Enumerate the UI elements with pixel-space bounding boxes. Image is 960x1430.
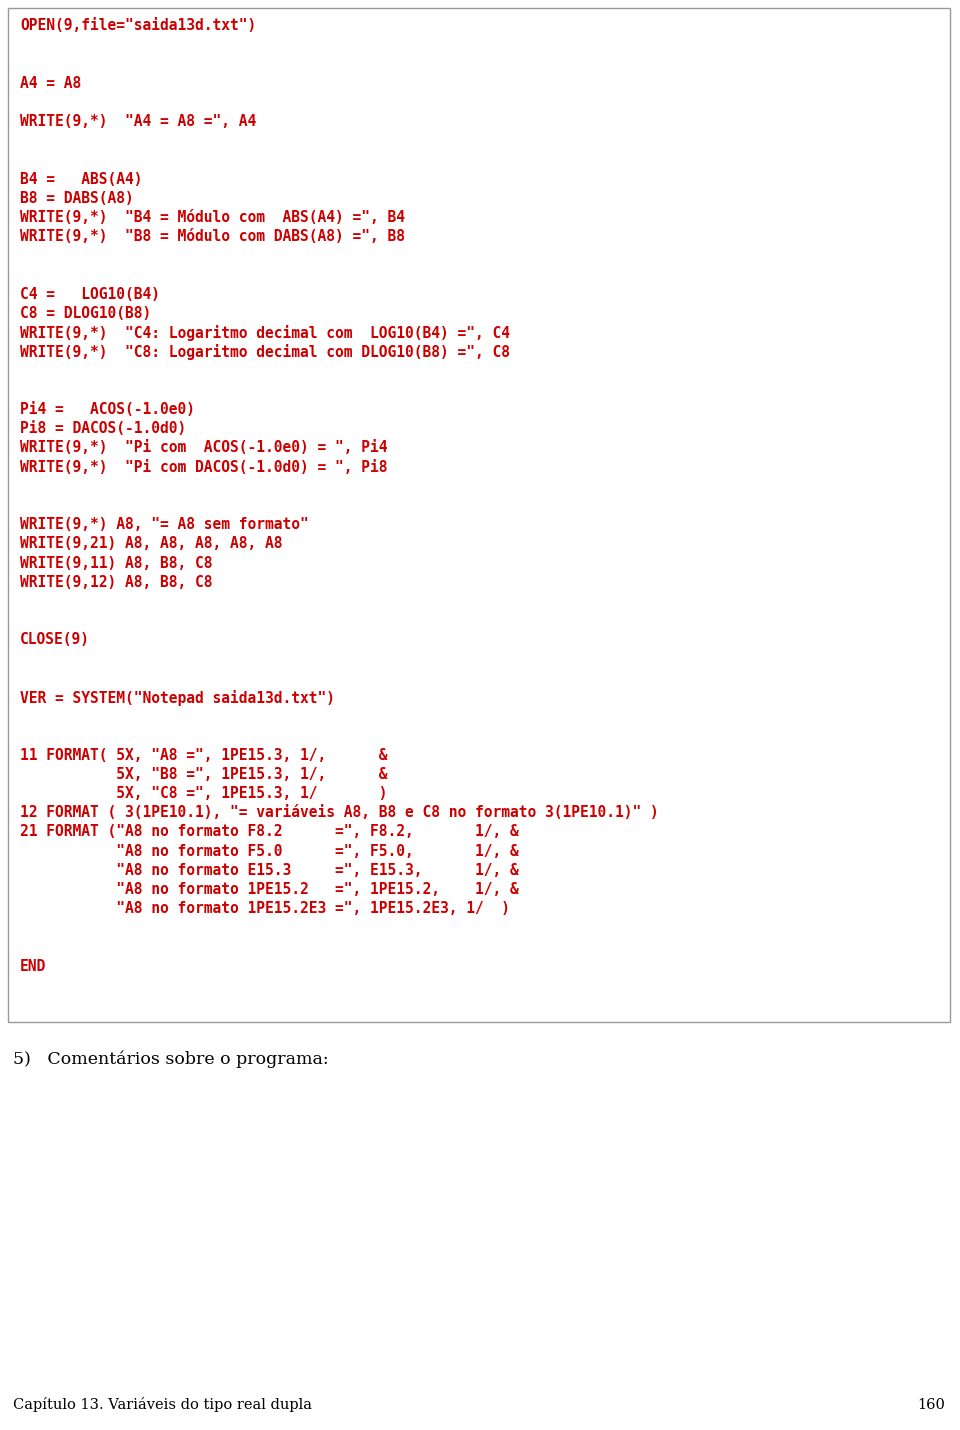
Text: 11 FORMAT( 5X, "A8 =", 1PE15.3, 1/,      &: 11 FORMAT( 5X, "A8 =", 1PE15.3, 1/, & bbox=[20, 748, 388, 762]
Text: B4 =   ABS(A4): B4 = ABS(A4) bbox=[20, 172, 142, 186]
Text: Pi8 = DACOS(-1.0d0): Pi8 = DACOS(-1.0d0) bbox=[20, 422, 186, 436]
Bar bbox=[8, 9, 950, 1022]
Text: Pi4 =   ACOS(-1.0e0): Pi4 = ACOS(-1.0e0) bbox=[20, 402, 195, 418]
Text: 5)   Comentários sobre o programa:: 5) Comentários sobre o programa: bbox=[13, 1050, 328, 1068]
Text: 160: 160 bbox=[917, 1399, 945, 1411]
Text: END: END bbox=[20, 958, 46, 974]
Text: "A8 no formato 1PE15.2   =", 1PE15.2,    1/, &: "A8 no formato 1PE15.2 =", 1PE15.2, 1/, … bbox=[20, 882, 518, 897]
Text: OPEN(9,file="saida13d.txt"): OPEN(9,file="saida13d.txt") bbox=[20, 19, 256, 33]
Text: B8 = DABS(A8): B8 = DABS(A8) bbox=[20, 190, 133, 206]
Text: 21 FORMAT ("A8 no formato F8.2      =", F8.2,       1/, &: 21 FORMAT ("A8 no formato F8.2 =", F8.2,… bbox=[20, 825, 518, 839]
Text: 5X, "C8 =", 1PE15.3, 1/       ): 5X, "C8 =", 1PE15.3, 1/ ) bbox=[20, 787, 388, 801]
Text: WRITE(9,*)  "C8: Logaritmo decimal com DLOG10(B8) =", C8: WRITE(9,*) "C8: Logaritmo decimal com DL… bbox=[20, 345, 510, 360]
Text: WRITE(9,*) A8, "= A8 sem formato": WRITE(9,*) A8, "= A8 sem formato" bbox=[20, 518, 309, 532]
Text: "A8 no formato E15.3     =", E15.3,      1/, &: "A8 no formato E15.3 =", E15.3, 1/, & bbox=[20, 862, 518, 878]
Text: C4 =   LOG10(B4): C4 = LOG10(B4) bbox=[20, 287, 160, 302]
Text: Capítulo 13. Variáveis do tipo real dupla: Capítulo 13. Variáveis do tipo real dupl… bbox=[13, 1397, 312, 1411]
Text: A4 = A8: A4 = A8 bbox=[20, 76, 82, 90]
Text: WRITE(9,*)  "Pi com  ACOS(-1.0e0) = ", Pi4: WRITE(9,*) "Pi com ACOS(-1.0e0) = ", Pi4 bbox=[20, 440, 388, 455]
Text: 12 FORMAT ( 3(1PE10.1), "= variáveis A8, B8 e C8 no formato 3(1PE10.1)" ): 12 FORMAT ( 3(1PE10.1), "= variáveis A8,… bbox=[20, 805, 659, 821]
Text: C8 = DLOG10(B8): C8 = DLOG10(B8) bbox=[20, 306, 152, 320]
Text: WRITE(9,*)  "C4: Logaritmo decimal com  LOG10(B4) =", C4: WRITE(9,*) "C4: Logaritmo decimal com LO… bbox=[20, 325, 510, 342]
Text: WRITE(9,21) A8, A8, A8, A8, A8: WRITE(9,21) A8, A8, A8, A8, A8 bbox=[20, 536, 282, 552]
Text: WRITE(9,*)  "B4 = Módulo com  ABS(A4) =", B4: WRITE(9,*) "B4 = Módulo com ABS(A4) =", … bbox=[20, 210, 405, 225]
Text: 5X, "B8 =", 1PE15.3, 1/,      &: 5X, "B8 =", 1PE15.3, 1/, & bbox=[20, 766, 388, 782]
Text: WRITE(9,*)  "Pi com DACOS(-1.0d0) = ", Pi8: WRITE(9,*) "Pi com DACOS(-1.0d0) = ", Pi… bbox=[20, 459, 388, 475]
Text: "A8 no formato F5.0      =", F5.0,       1/, &: "A8 no formato F5.0 =", F5.0, 1/, & bbox=[20, 844, 518, 858]
Text: WRITE(9,11) A8, B8, C8: WRITE(9,11) A8, B8, C8 bbox=[20, 556, 212, 571]
Text: VER = SYSTEM("Notepad saida13d.txt"): VER = SYSTEM("Notepad saida13d.txt") bbox=[20, 691, 335, 706]
Text: CLOSE(9): CLOSE(9) bbox=[20, 632, 90, 648]
Text: WRITE(9,*)  "A4 = A8 =", A4: WRITE(9,*) "A4 = A8 =", A4 bbox=[20, 114, 256, 129]
Text: WRITE(9,12) A8, B8, C8: WRITE(9,12) A8, B8, C8 bbox=[20, 575, 212, 589]
Text: WRITE(9,*)  "B8 = Módulo com DABS(A8) =", B8: WRITE(9,*) "B8 = Módulo com DABS(A8) =",… bbox=[20, 229, 405, 245]
Text: "A8 no formato 1PE15.2E3 =", 1PE15.2E3, 1/  ): "A8 no formato 1PE15.2E3 =", 1PE15.2E3, … bbox=[20, 901, 510, 917]
